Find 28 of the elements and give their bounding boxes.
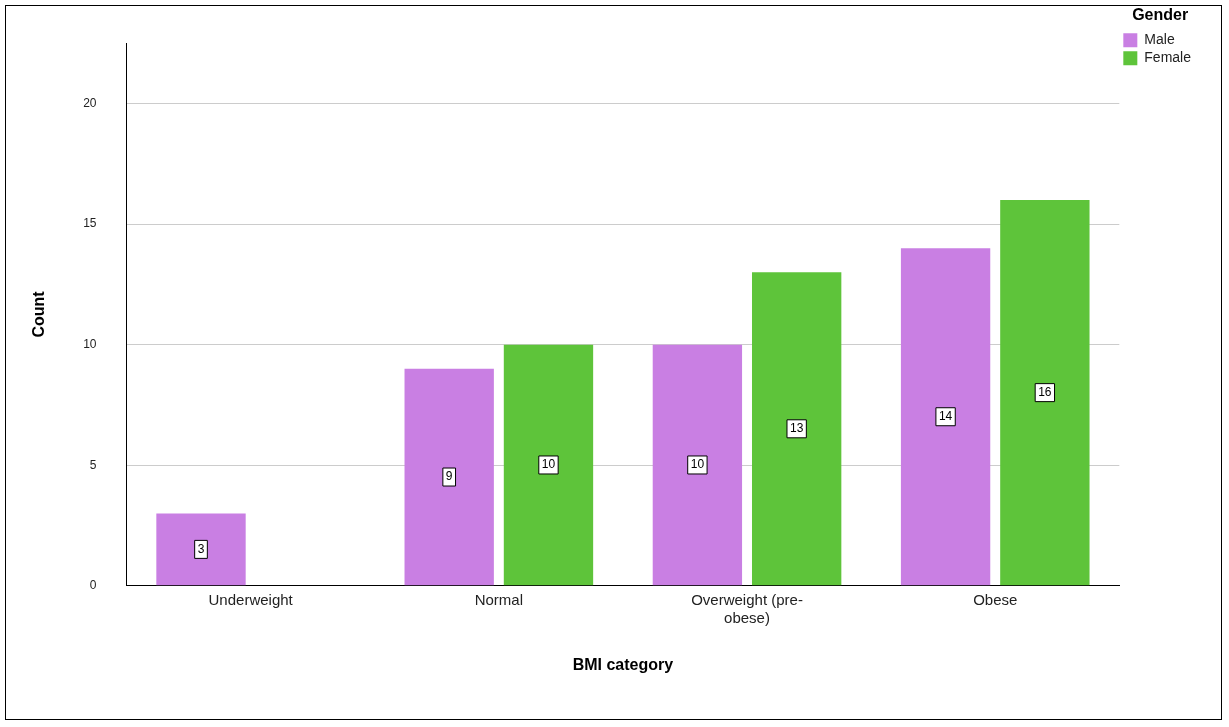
bar [751, 272, 842, 586]
x-tick-label: Underweight [208, 590, 294, 608]
y-axis-title: Count [30, 290, 48, 338]
data-label: 13 [789, 421, 804, 436]
legend-title: Gender [1132, 6, 1189, 24]
y-tick-label: 10 [83, 336, 97, 351]
bar [652, 344, 743, 586]
x-tick-label: Overweight (pre-obese) [691, 590, 803, 626]
bar [503, 344, 594, 586]
data-label: 9 [445, 469, 453, 484]
y-tick-label: 5 [89, 457, 97, 472]
x-tick-label: Normal [474, 590, 524, 608]
data-label: 10 [690, 457, 705, 472]
x-tick-label: Obese [973, 590, 1018, 608]
data-label: 10 [541, 457, 556, 472]
y-tick-label: 20 [83, 95, 97, 110]
bar [404, 368, 494, 586]
legend-label: Female [1144, 49, 1192, 66]
y-tick-label: 15 [83, 216, 97, 231]
x-axis-title: BMI category [572, 655, 674, 673]
legend-label: Male [1144, 31, 1175, 48]
data-label: 16 [1038, 384, 1052, 399]
bar [900, 248, 991, 586]
bar [1000, 199, 1090, 586]
data-label: 14 [938, 409, 953, 424]
y-tick-label: 0 [89, 578, 97, 593]
bar [156, 513, 246, 586]
data-label: 3 [197, 541, 205, 556]
